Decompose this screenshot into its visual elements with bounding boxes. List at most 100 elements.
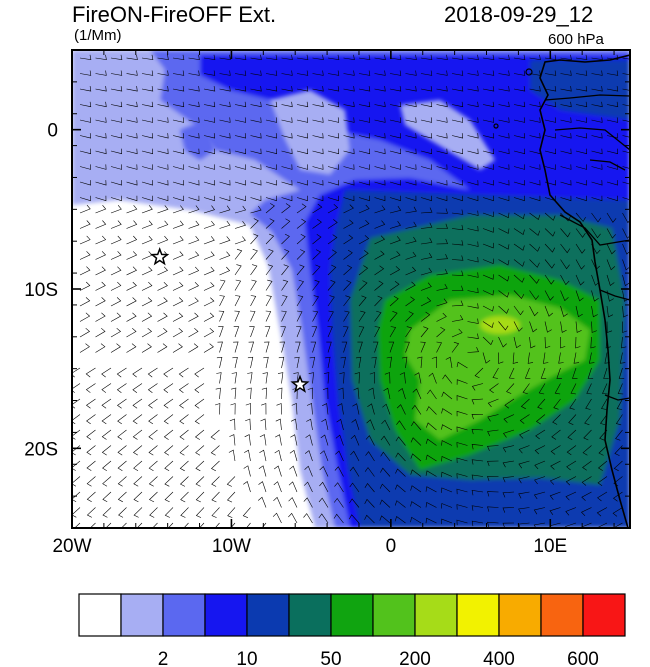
- wind-barb: [281, 295, 288, 307]
- colorbar-box: [414, 593, 458, 637]
- wind-barb: [467, 180, 479, 186]
- wind-barb: [101, 429, 112, 440]
- wind-barb: [259, 449, 267, 462]
- wind-barb: [219, 133, 231, 139]
- wind-barb: [141, 117, 154, 123]
- wind-barb: [591, 101, 603, 108]
- wind-barb: [234, 295, 241, 307]
- wind-barb: [95, 164, 107, 170]
- wind-barb: [591, 54, 603, 61]
- wind-barb: [482, 180, 494, 186]
- wind-barb: [86, 491, 96, 503]
- wind-barb: [482, 211, 494, 218]
- wind-barb: [513, 164, 525, 170]
- wind-barb: [343, 70, 355, 76]
- wind-barb: [327, 295, 335, 307]
- wind-barb: [381, 419, 391, 431]
- wind-barb: [389, 221, 401, 229]
- wind-barb: [503, 429, 515, 438]
- wind-barb: [296, 279, 304, 291]
- wind-barb: [157, 133, 169, 139]
- wind-barb: [335, 450, 344, 462]
- wind-barb: [178, 367, 189, 378]
- wind-barb: [482, 336, 494, 346]
- x-tick-label: 0: [386, 536, 397, 557]
- wind-barb: [245, 403, 251, 415]
- wind-barb: [203, 180, 215, 186]
- wind-barb: [307, 387, 313, 400]
- wind-barb: [260, 418, 267, 431]
- wind-barb: [606, 290, 614, 302]
- wind-barb: [584, 414, 592, 426]
- wind-barb: [157, 327, 168, 338]
- wind-barb: [312, 54, 324, 61]
- wind-barb: [164, 476, 174, 487]
- wind-barb: [327, 280, 336, 291]
- wind-barb: [582, 445, 592, 456]
- wind-barb: [467, 256, 479, 263]
- wind-barb: [374, 280, 384, 291]
- wind-barb: [275, 418, 282, 431]
- wind-barb: [312, 195, 324, 202]
- wind-barb: [482, 274, 494, 280]
- wind-barb: [243, 481, 251, 493]
- wind-barb: [126, 70, 138, 76]
- wind-barb: [312, 279, 320, 291]
- wind-barb: [474, 367, 484, 379]
- wind-barb: [436, 268, 448, 276]
- wind-barb: [549, 491, 561, 500]
- wind-barb: [560, 195, 572, 202]
- wind-barb: [188, 343, 199, 353]
- wind-barb: [95, 251, 107, 260]
- wind-barb: [72, 476, 81, 487]
- wind-barb: [277, 387, 283, 400]
- wind-barb: [482, 54, 495, 61]
- wind-barb: [374, 195, 386, 202]
- wind-barb: [148, 445, 158, 456]
- wind-barb: [502, 445, 515, 453]
- wind-barb: [420, 117, 433, 123]
- wind-barb: [529, 290, 540, 301]
- wind-barb: [487, 414, 499, 422]
- wind-barb: [622, 57, 630, 60]
- wind-barb: [529, 54, 541, 61]
- colorbar-box: [120, 593, 164, 637]
- wind-barb: [498, 228, 510, 234]
- wind-barb: [343, 180, 355, 186]
- wind-barb: [364, 467, 375, 477]
- wind-barb: [374, 86, 386, 92]
- wind-barb: [622, 166, 630, 169]
- wind-barb: [436, 298, 448, 307]
- wind-barb: [126, 133, 138, 139]
- wind-barb: [172, 133, 185, 139]
- wind-barb: [79, 148, 92, 155]
- wind-barb: [575, 212, 586, 222]
- wind-barb: [218, 310, 225, 322]
- wind-barb: [183, 522, 189, 528]
- wind-barb: [86, 414, 96, 425]
- wind-barb: [179, 414, 189, 425]
- wind-barb: [85, 383, 96, 393]
- wind-barb: [157, 164, 169, 170]
- wind-barb: [79, 343, 90, 353]
- wind-barb: [374, 205, 386, 214]
- wind-barb: [622, 73, 630, 76]
- wind-barb: [518, 476, 530, 484]
- wind-barb: [278, 356, 285, 369]
- y-tick-label: 20S: [24, 439, 58, 460]
- wind-barb: [405, 221, 417, 229]
- wind-barb: [389, 101, 402, 108]
- wind-barb: [312, 203, 323, 214]
- wind-barb: [591, 228, 601, 239]
- wind-barb: [250, 133, 262, 139]
- wind-barb: [482, 305, 494, 312]
- wind-barb: [116, 383, 127, 393]
- wind-barb: [441, 424, 453, 431]
- wind-barb: [622, 150, 630, 154]
- wind-barb: [261, 403, 267, 415]
- wind-barb: [513, 290, 525, 300]
- wind-barb: [358, 235, 370, 245]
- country-borders: [544, 94, 630, 401]
- wind-barb: [358, 70, 371, 76]
- wind-barb: [232, 356, 238, 369]
